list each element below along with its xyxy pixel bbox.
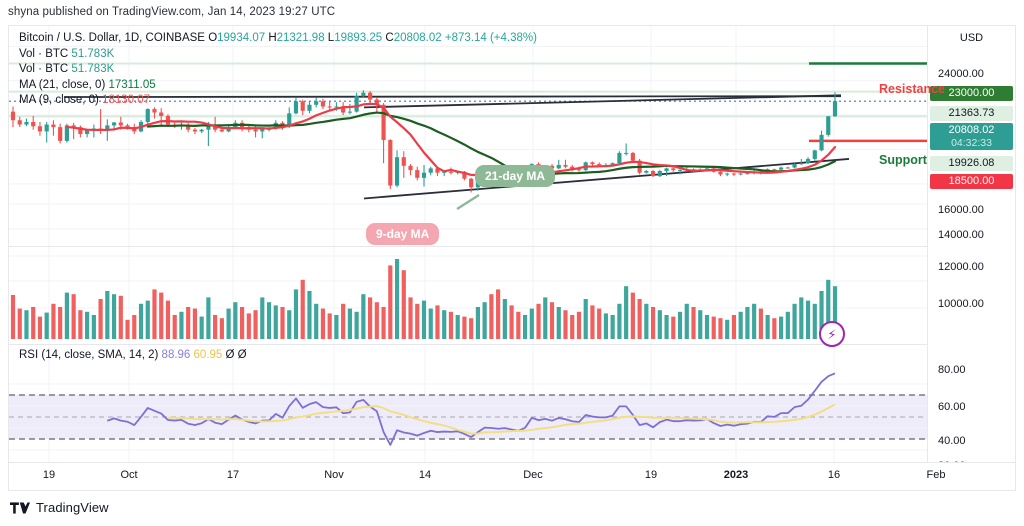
legend-close-value: 20808.02	[393, 32, 442, 44]
legend-ma9-label[interactable]: MA (9, close, 0)	[19, 94, 99, 106]
rsi-legend-glyph-2: Ø	[237, 349, 247, 361]
chart-canvas	[9, 26, 927, 462]
legend-close-key: C	[385, 32, 394, 44]
time-axis-label-0: 19	[42, 469, 56, 481]
time-axis-label-5: Dec	[523, 469, 543, 481]
legend-low-key: L	[327, 32, 335, 44]
legend-low-value: 19893.25	[334, 32, 383, 44]
publisher-line: shyna published on TradingView.com, Jan …	[8, 6, 336, 18]
legend-symbol-row: Bitcoin / U.S. Dollar, 1D, COINBASE O199…	[19, 31, 537, 47]
plot-area[interactable]	[9, 26, 927, 462]
time-axis-label-8: 16	[827, 469, 841, 481]
price-tick-24000: 24000.00	[938, 68, 984, 80]
rsi-legend-label[interactable]: RSI (14, close, SMA, 14, 2)	[19, 349, 159, 361]
price-tick-14000: 14000.00	[938, 229, 984, 241]
time-axis-label-2: 17	[226, 469, 240, 481]
price-axis[interactable]: USD 24000.00 16000.00 14000.00 12000.00 …	[927, 26, 1015, 490]
chart-legend: Bitcoin / U.S. Dollar, 1D, COINBASE O199…	[19, 31, 537, 109]
legend-high-value: 21321.98	[276, 32, 325, 44]
lightning-bolt-icon[interactable]: ⚡	[819, 321, 845, 347]
support-price-pill[interactable]: 18500.00	[930, 174, 1013, 189]
price-axis-unit: USD	[959, 32, 984, 44]
time-axis-label-6: 19	[644, 469, 658, 481]
time-axis-label-7: 2023	[723, 469, 749, 481]
tradingview-logo-icon	[10, 501, 30, 514]
legend-ma9-row: MA (9, close, 0) 18130.07	[19, 93, 537, 109]
price-tick-10000: 10000.00	[938, 298, 984, 310]
ma9-callout[interactable]: 9-day MA	[366, 223, 440, 245]
last-price-pill[interactable]: 20808.02 04:32:33	[930, 123, 1013, 150]
time-axis-label-1: Oct	[120, 469, 138, 481]
footer-brand[interactable]: TradingView	[10, 500, 109, 515]
chart-frame: Bitcoin / U.S. Dollar, 1D, COINBASE O199…	[8, 25, 1016, 491]
time-axis-label-4: 14	[418, 469, 432, 481]
legend-volume-label-1[interactable]: Vol · BTC	[19, 47, 69, 60]
legend-volume-label-2[interactable]: Vol · BTC	[19, 63, 69, 75]
band-upper-price-pill[interactable]: 21363.73	[930, 106, 1013, 121]
price-tick-12000: 12000.00	[938, 261, 984, 273]
legend-volume-value-1: 51.783K	[71, 47, 115, 60]
time-axis-label-9: Feb	[926, 469, 946, 481]
legend-volume-row-2: Vol · BTC 51.783K	[19, 62, 537, 78]
resistance-price-pill[interactable]: 23000.00	[930, 86, 1013, 101]
time-axis[interactable]: 19 Oct 17 Nov 14 Dec 19 2023 16 Feb	[9, 462, 1015, 490]
legend-ma21-label[interactable]: MA (21, close, 0)	[19, 78, 106, 91]
rsi-tick-60: 60.00	[938, 401, 966, 413]
last-price-value: 20808.02	[948, 124, 995, 136]
pane-separator-volume	[9, 246, 927, 247]
rsi-legend-value: 88.96	[161, 349, 191, 361]
time-axis-label-3: Nov	[324, 469, 344, 481]
rsi-legend: RSI (14, close, SMA, 14, 2) 88.96 60.95 …	[19, 349, 247, 361]
price-tick-16000: 16000.00	[938, 204, 984, 216]
legend-ma21-row: MA (21, close, 0) 17311.05	[19, 78, 537, 94]
legend-change: +873.14 (+4.38%)	[444, 32, 537, 44]
band-lower-price-pill[interactable]: 19926.08	[930, 156, 1013, 171]
rsi-tick-40: 40.00	[938, 435, 966, 447]
tradingview-wordmark: TradingView	[36, 500, 109, 515]
legend-symbol[interactable]: Bitcoin / U.S. Dollar, 1D, COINBASE	[19, 32, 205, 44]
rsi-legend-sma-value: 60.95	[193, 349, 223, 361]
legend-open-key: O	[208, 32, 218, 44]
legend-high-key: H	[268, 32, 277, 44]
legend-ma21-value: 17311.05	[108, 78, 156, 91]
rsi-legend-glyph-1: Ø	[225, 349, 235, 361]
resistance-label[interactable]: Resistance	[879, 82, 946, 96]
support-label[interactable]: Support	[879, 153, 927, 167]
legend-ma9-value: 18130.07	[102, 94, 151, 106]
bar-countdown: 04:32:33	[951, 137, 992, 149]
ma21-callout[interactable]: 21-day MA	[475, 165, 556, 187]
legend-volume-value-2: 51.783K	[71, 63, 115, 75]
ma9-callout-label: 9-day MA	[376, 227, 430, 241]
pane-separator-rsi	[9, 344, 927, 345]
legend-open-value: 19934.07	[217, 32, 266, 44]
legend-volume-row-1: Vol · BTC 51.783K	[19, 47, 537, 63]
ma21-callout-label: 21-day MA	[485, 169, 546, 183]
lightning-bolt-glyph: ⚡	[827, 326, 837, 342]
rsi-tick-80: 80.00	[938, 364, 966, 376]
